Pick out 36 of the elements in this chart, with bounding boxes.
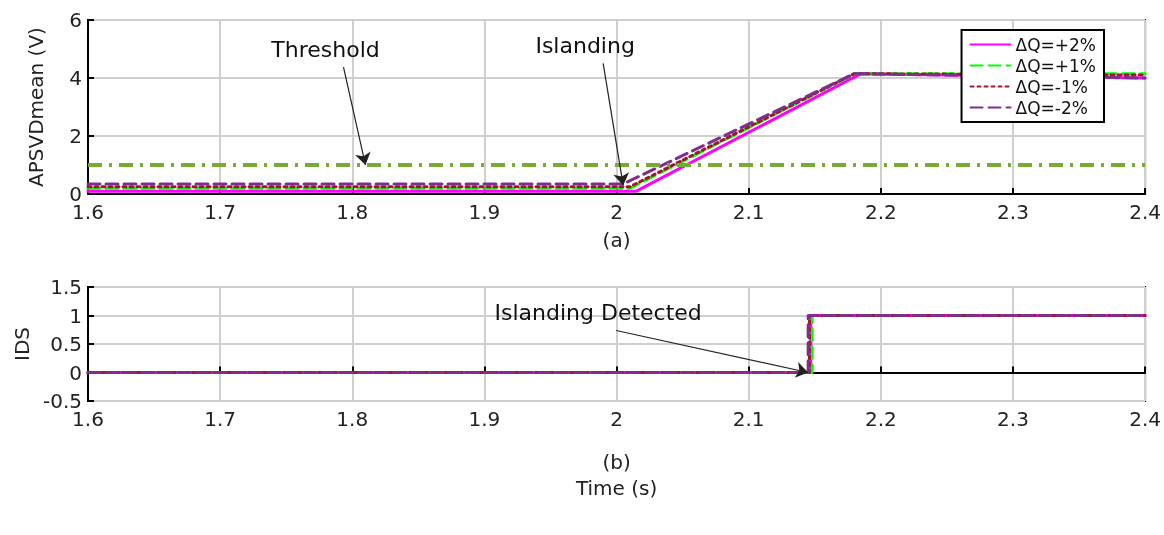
legend-label: ΔQ=-2% bbox=[1015, 97, 1088, 118]
x-tick-label: 1.9 bbox=[468, 407, 501, 431]
y-tick-label: 4 bbox=[69, 66, 82, 91]
x-tick-label: 2.1 bbox=[732, 200, 765, 225]
x-tick-label: 1.8 bbox=[336, 407, 369, 431]
x-tick-label: 2.4 bbox=[1129, 407, 1161, 431]
text: (b) bbox=[602, 450, 631, 474]
x-tick-label: 1.6 bbox=[72, 200, 104, 225]
x-tick-label: 1.9 bbox=[468, 200, 501, 225]
x-tick-label: 2.4 bbox=[1129, 200, 1161, 225]
y-axis-title: IDS bbox=[10, 327, 34, 361]
x-axis-title: Time (s) bbox=[574, 476, 658, 500]
x-tick-label: 2.3 bbox=[997, 407, 1029, 431]
x-tick-label: 2 bbox=[610, 200, 623, 225]
y-tick-label: 6 bbox=[69, 8, 82, 32]
x-tick-label: 2.1 bbox=[732, 407, 765, 431]
x-tick-label: 2 bbox=[610, 407, 623, 431]
annotation: Islanding Detected bbox=[494, 300, 702, 325]
y-tick-label: 0 bbox=[69, 360, 82, 385]
y-axis-title: APSVDmean (V) bbox=[24, 27, 48, 187]
y-tick-label: 0.5 bbox=[50, 332, 82, 356]
y-tick-label: 1 bbox=[69, 303, 82, 328]
x-tick-label: 1.7 bbox=[204, 407, 237, 431]
legend-label: ΔQ=+2% bbox=[1015, 34, 1096, 55]
legend-label: ΔQ=+1% bbox=[1015, 55, 1096, 76]
annotation: Threshold bbox=[270, 36, 380, 62]
x-axis-title: (a) bbox=[602, 228, 631, 252]
x-tick-label: 2.3 bbox=[997, 200, 1029, 225]
x-tick-label: 1.8 bbox=[336, 200, 369, 225]
legend-label: ΔQ=-1% bbox=[1015, 76, 1088, 97]
x-tick-label: 1.7 bbox=[204, 200, 237, 225]
y-tick-label: 2 bbox=[69, 124, 82, 149]
x-tick-label: 2.2 bbox=[864, 200, 897, 225]
annotation: Islanding bbox=[535, 32, 635, 58]
x-tick-label: 2.2 bbox=[864, 407, 897, 431]
y-tick-label: 1.5 bbox=[50, 275, 82, 299]
